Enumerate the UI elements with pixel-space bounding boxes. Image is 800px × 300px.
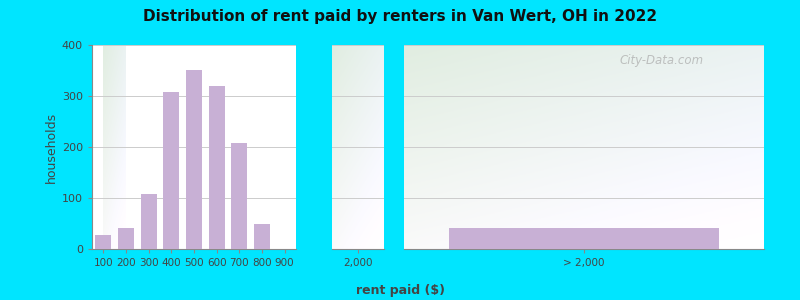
Bar bbox=[254, 224, 270, 249]
Text: Distribution of rent paid by renters in Van Wert, OH in 2022: Distribution of rent paid by renters in … bbox=[143, 9, 657, 24]
Bar bbox=[118, 228, 134, 249]
Text: City-Data.com: City-Data.com bbox=[620, 54, 704, 67]
Bar bbox=[141, 194, 157, 249]
Bar bbox=[95, 235, 111, 249]
Bar bbox=[209, 86, 225, 249]
Text: rent paid ($): rent paid ($) bbox=[355, 284, 445, 297]
Bar bbox=[449, 228, 719, 249]
Bar bbox=[163, 92, 179, 249]
Y-axis label: households: households bbox=[45, 111, 58, 183]
Bar bbox=[186, 70, 202, 249]
Bar bbox=[231, 143, 247, 249]
